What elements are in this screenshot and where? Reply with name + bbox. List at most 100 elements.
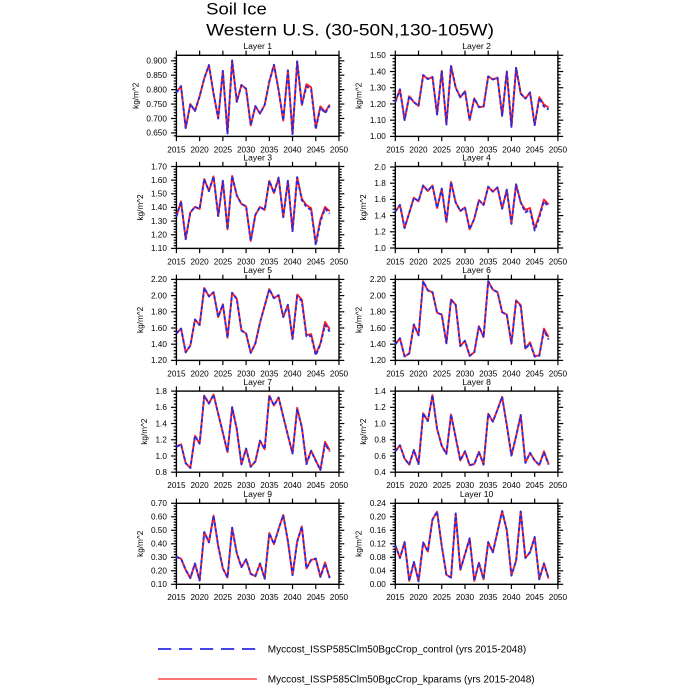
svg-text:0.70: 0.70 xyxy=(151,499,167,508)
svg-text:Layer 6: Layer 6 xyxy=(462,265,491,275)
svg-text:1.60: 1.60 xyxy=(370,324,386,333)
svg-text:2025: 2025 xyxy=(433,145,452,154)
svg-text:2035: 2035 xyxy=(260,593,279,602)
svg-text:1.4: 1.4 xyxy=(374,387,386,396)
svg-text:0.60: 0.60 xyxy=(151,513,167,522)
svg-text:2035: 2035 xyxy=(260,145,279,154)
svg-text:Layer 5: Layer 5 xyxy=(243,265,272,275)
svg-text:2025: 2025 xyxy=(433,481,452,490)
svg-text:2.20: 2.20 xyxy=(370,275,386,284)
svg-text:1.70: 1.70 xyxy=(151,162,167,171)
svg-text:2040: 2040 xyxy=(283,481,302,490)
svg-text:2025: 2025 xyxy=(214,593,233,602)
svg-text:2015: 2015 xyxy=(167,257,186,266)
svg-text:0.8: 0.8 xyxy=(156,468,168,477)
svg-text:2040: 2040 xyxy=(502,593,521,602)
svg-text:1.6: 1.6 xyxy=(374,195,386,204)
svg-text:2050: 2050 xyxy=(549,145,568,154)
svg-text:1.2: 1.2 xyxy=(156,436,168,445)
svg-text:2040: 2040 xyxy=(502,145,521,154)
svg-text:2030: 2030 xyxy=(456,145,475,154)
svg-text:kg/m^2: kg/m^2 xyxy=(136,194,145,221)
svg-text:kg/m^2: kg/m^2 xyxy=(355,306,364,333)
svg-text:1.80: 1.80 xyxy=(370,308,386,317)
svg-text:kg/m^2: kg/m^2 xyxy=(131,82,140,109)
svg-text:2040: 2040 xyxy=(283,369,302,378)
svg-text:2045: 2045 xyxy=(526,593,545,602)
svg-text:2045: 2045 xyxy=(526,369,545,378)
svg-text:2030: 2030 xyxy=(456,369,475,378)
svg-text:2035: 2035 xyxy=(479,257,498,266)
svg-text:0.04: 0.04 xyxy=(370,567,386,576)
svg-text:2035: 2035 xyxy=(479,593,498,602)
svg-text:2.00: 2.00 xyxy=(370,291,386,300)
svg-text:0.650: 0.650 xyxy=(146,129,167,138)
svg-text:2050: 2050 xyxy=(330,593,349,602)
svg-text:2050: 2050 xyxy=(330,481,349,490)
svg-text:1.60: 1.60 xyxy=(151,176,167,185)
svg-text:Layer 9: Layer 9 xyxy=(243,489,272,499)
svg-text:2.0: 2.0 xyxy=(374,163,386,172)
svg-text:1.0: 1.0 xyxy=(374,419,386,428)
svg-text:0.08: 0.08 xyxy=(370,553,386,562)
svg-text:1.40: 1.40 xyxy=(151,203,167,212)
svg-text:2015: 2015 xyxy=(386,369,405,378)
svg-text:1.2: 1.2 xyxy=(374,403,386,412)
svg-text:2020: 2020 xyxy=(409,257,428,266)
svg-text:1.40: 1.40 xyxy=(370,340,386,349)
svg-text:2050: 2050 xyxy=(330,369,349,378)
svg-text:Layer 1: Layer 1 xyxy=(243,41,272,51)
svg-text:0.00: 0.00 xyxy=(370,580,386,589)
svg-text:2045: 2045 xyxy=(526,145,545,154)
svg-text:2030: 2030 xyxy=(237,593,256,602)
svg-text:0.30: 0.30 xyxy=(151,553,167,562)
svg-text:2050: 2050 xyxy=(330,145,349,154)
svg-text:0.8: 0.8 xyxy=(374,436,386,445)
svg-text:2025: 2025 xyxy=(433,369,452,378)
svg-text:1.8: 1.8 xyxy=(374,179,386,188)
svg-text:2025: 2025 xyxy=(433,593,452,602)
svg-text:kg/m^2: kg/m^2 xyxy=(136,306,145,333)
svg-text:kg/m^2: kg/m^2 xyxy=(355,82,364,109)
svg-text:2015: 2015 xyxy=(167,369,186,378)
svg-text:2030: 2030 xyxy=(456,257,475,266)
svg-text:1.20: 1.20 xyxy=(370,356,386,365)
svg-text:2040: 2040 xyxy=(502,257,521,266)
svg-text:2025: 2025 xyxy=(214,369,233,378)
svg-text:2050: 2050 xyxy=(549,257,568,266)
svg-text:2035: 2035 xyxy=(479,369,498,378)
svg-text:2030: 2030 xyxy=(237,257,256,266)
svg-text:2020: 2020 xyxy=(190,257,209,266)
svg-text:0.16: 0.16 xyxy=(370,526,386,535)
svg-text:0.800: 0.800 xyxy=(146,85,167,94)
svg-text:2015: 2015 xyxy=(167,481,186,490)
svg-text:2045: 2045 xyxy=(307,145,326,154)
svg-text:1.6: 1.6 xyxy=(156,403,168,412)
svg-text:2030: 2030 xyxy=(456,593,475,602)
svg-text:2030: 2030 xyxy=(456,481,475,490)
svg-text:0.12: 0.12 xyxy=(370,540,386,549)
svg-text:2040: 2040 xyxy=(283,145,302,154)
svg-text:Layer 8: Layer 8 xyxy=(462,377,491,387)
svg-text:2050: 2050 xyxy=(549,369,568,378)
svg-text:0.700: 0.700 xyxy=(146,114,167,123)
svg-text:kg/m^2: kg/m^2 xyxy=(359,194,368,221)
svg-text:2015: 2015 xyxy=(386,481,405,490)
svg-text:1.30: 1.30 xyxy=(370,84,386,93)
svg-text:2020: 2020 xyxy=(190,481,209,490)
svg-text:Layer 3: Layer 3 xyxy=(243,152,272,162)
svg-text:2035: 2035 xyxy=(479,145,498,154)
svg-text:1.60: 1.60 xyxy=(151,324,167,333)
svg-text:1.0: 1.0 xyxy=(374,244,386,253)
svg-text:1.20: 1.20 xyxy=(151,356,167,365)
svg-text:0.20: 0.20 xyxy=(151,567,167,576)
svg-text:2040: 2040 xyxy=(283,593,302,602)
svg-text:kg/m^2: kg/m^2 xyxy=(359,418,368,445)
svg-text:2035: 2035 xyxy=(260,369,279,378)
svg-text:2035: 2035 xyxy=(479,481,498,490)
svg-text:1.00: 1.00 xyxy=(370,132,386,141)
svg-text:1.10: 1.10 xyxy=(151,244,167,253)
svg-text:2025: 2025 xyxy=(433,257,452,266)
svg-text:1.0: 1.0 xyxy=(156,452,168,461)
svg-text:2040: 2040 xyxy=(502,481,521,490)
